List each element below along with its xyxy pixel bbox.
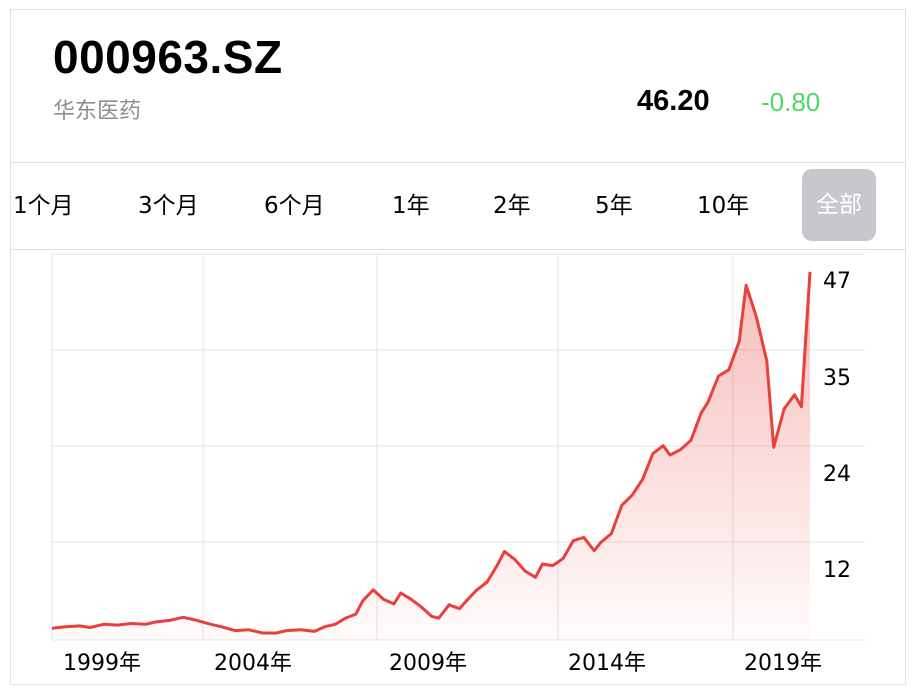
- tab-1-year[interactable]: 1年: [392, 193, 430, 219]
- x-tick-label: 2014年: [568, 651, 646, 676]
- tab-10-years[interactable]: 10年: [697, 193, 750, 219]
- x-tick-label: 1999年: [63, 651, 141, 676]
- x-tick-label: 2009年: [389, 651, 467, 676]
- tab-3-months[interactable]: 3个月: [138, 193, 199, 219]
- y-tick-label: 35: [823, 366, 851, 391]
- header-divider: [11, 162, 905, 163]
- price-line: [51, 271, 812, 635]
- x-tick-label: 2019年: [744, 651, 822, 676]
- y-tick-label: 24: [823, 462, 851, 487]
- tab-all[interactable]: 全部: [802, 169, 876, 241]
- current-price: 46.20: [637, 85, 710, 117]
- tabs-divider: [11, 249, 905, 250]
- stock-quote-card: 000963.SZ 华东医药 46.20 -0.80 1个月 3个月 6个月 1…: [10, 9, 906, 685]
- tab-1-month[interactable]: 1个月: [13, 193, 74, 219]
- price-area-fill: [52, 271, 810, 640]
- price-change: -0.80: [761, 87, 821, 117]
- price-chart[interactable]: 47 35 24 12 1999年 2004年 2009年 2014年 2019年: [11, 10, 907, 686]
- x-tick-label: 2004年: [214, 651, 292, 676]
- tab-2-years[interactable]: 2年: [493, 193, 531, 219]
- y-tick-label: 47: [823, 269, 851, 294]
- company-name: 华东医药: [53, 99, 142, 124]
- quote-header: 000963.SZ 华东医药 46.20 -0.80: [11, 10, 905, 162]
- tab-5-years[interactable]: 5年: [595, 193, 633, 219]
- time-range-tabs: 1个月 3个月 6个月 1年 2年 5年 10年 全部: [11, 162, 905, 249]
- y-tick-label: 12: [823, 558, 851, 583]
- ticker-symbol: 000963.SZ: [53, 31, 283, 83]
- tab-6-months[interactable]: 6个月: [264, 193, 325, 219]
